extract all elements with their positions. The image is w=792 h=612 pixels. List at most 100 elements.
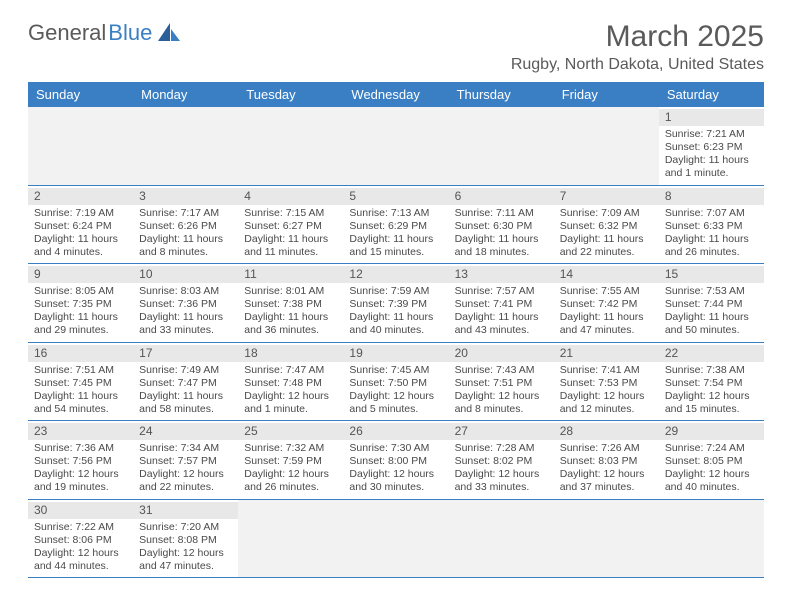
calendar-cell: [554, 107, 659, 185]
sunrise-line: Sunrise: 7:22 AM: [34, 521, 127, 534]
day-number: 26: [343, 423, 448, 440]
daylight-line: Daylight: 12 hours and 47 minutes.: [139, 547, 232, 573]
sunrise-line: Sunrise: 7:24 AM: [665, 442, 758, 455]
calendar-cell: 12Sunrise: 7:59 AMSunset: 7:39 PMDayligh…: [343, 264, 448, 342]
day-number: 27: [449, 423, 554, 440]
day-number: 25: [238, 423, 343, 440]
weekday-wednesday: Wednesday: [343, 82, 448, 107]
sunset-line: Sunset: 8:02 PM: [455, 455, 548, 468]
day-number: 29: [659, 423, 764, 440]
calendar-cell: 6Sunrise: 7:11 AMSunset: 6:30 PMDaylight…: [449, 186, 554, 264]
calendar-row: 23Sunrise: 7:36 AMSunset: 7:56 PMDayligh…: [28, 421, 764, 500]
calendar-cell: 23Sunrise: 7:36 AMSunset: 7:56 PMDayligh…: [28, 421, 133, 499]
daylight-line: Daylight: 12 hours and 8 minutes.: [455, 390, 548, 416]
sunrise-line: Sunrise: 7:19 AM: [34, 207, 127, 220]
daylight-line: Daylight: 11 hours and 22 minutes.: [560, 233, 653, 259]
day-number: 13: [449, 266, 554, 283]
calendar-cell: 14Sunrise: 7:55 AMSunset: 7:42 PMDayligh…: [554, 264, 659, 342]
sunrise-line: Sunrise: 7:26 AM: [560, 442, 653, 455]
weekday-saturday: Saturday: [659, 82, 764, 107]
sunrise-line: Sunrise: 7:45 AM: [349, 364, 442, 377]
daylight-line: Daylight: 12 hours and 40 minutes.: [665, 468, 758, 494]
sunset-line: Sunset: 7:44 PM: [665, 298, 758, 311]
weekday-sunday: Sunday: [28, 82, 133, 107]
day-number: 6: [449, 188, 554, 205]
calendar-row: 1Sunrise: 7:21 AMSunset: 6:23 PMDaylight…: [28, 107, 764, 186]
day-number: 28: [554, 423, 659, 440]
sunrise-line: Sunrise: 7:55 AM: [560, 285, 653, 298]
calendar-cell: [659, 500, 764, 578]
daylight-line: Daylight: 11 hours and 4 minutes.: [34, 233, 127, 259]
sunrise-line: Sunrise: 7:57 AM: [455, 285, 548, 298]
calendar-cell: 29 Sunrise: 7:24 AMSunset: 8:05 PMDayligh…: [659, 421, 764, 499]
sunrise-line: Sunrise: 7:21 AM: [665, 128, 758, 141]
sunrise-line: Sunrise: 7:17 AM: [139, 207, 232, 220]
day-number: 23: [28, 423, 133, 440]
sunset-line: Sunset: 6:26 PM: [139, 220, 232, 233]
sunrise-line: Sunrise: 7:41 AM: [560, 364, 653, 377]
sunrise-line: Sunrise: 7:28 AM: [455, 442, 548, 455]
calendar-cell: [554, 500, 659, 578]
logo-sail-icon: [158, 23, 184, 43]
day-number: 31: [133, 502, 238, 519]
sunrise-line: Sunrise: 7:30 AM: [349, 442, 442, 455]
calendar-row: 2Sunrise: 7:19 AMSunset: 6:24 PMDaylight…: [28, 186, 764, 265]
calendar-cell: 24Sunrise: 7:34 AMSunset: 7:57 PMDayligh…: [133, 421, 238, 499]
calendar-cell: 10Sunrise: 8:03 AMSunset: 7:36 PMDayligh…: [133, 264, 238, 342]
sunrise-line: Sunrise: 7:15 AM: [244, 207, 337, 220]
calendar-cell: 8Sunrise: 7:07 AMSunset: 6:33 PMDaylight…: [659, 186, 764, 264]
day-number: 20: [449, 345, 554, 362]
sunset-line: Sunset: 6:27 PM: [244, 220, 337, 233]
day-number: 4: [238, 188, 343, 205]
calendar-row: 30 Sunrise: 7:22 AMSunset: 8:06 PM Dayligh…: [28, 500, 764, 579]
calendar-cell: [449, 107, 554, 185]
header: GeneralBlue March 2025 Rugby, North Dako…: [28, 20, 764, 74]
calendar-body: 1Sunrise: 7:21 AMSunset: 6:23 PMDaylight…: [28, 107, 764, 578]
calendar-cell: 4 Sunrise: 7:15 AMSunset: 6:27 PMDaylight…: [238, 186, 343, 264]
daylight-line: Daylight: 11 hours and 33 minutes.: [139, 311, 232, 337]
sunset-line: Sunset: 7:57 PM: [139, 455, 232, 468]
calendar-cell: 20Sunrise: 7:43 AMSunset: 7:51 PMDayligh…: [449, 343, 554, 421]
day-number: 15: [659, 266, 764, 283]
day-number: 21: [554, 345, 659, 362]
sunset-line: Sunset: 8:06 PM: [34, 534, 127, 547]
sunrise-line: Sunrise: 8:05 AM: [34, 285, 127, 298]
sunset-line: Sunset: 7:59 PM: [244, 455, 337, 468]
calendar-cell: 2Sunrise: 7:19 AMSunset: 6:24 PMDaylight…: [28, 186, 133, 264]
weekday-friday: Friday: [554, 82, 659, 107]
sunrise-line: Sunrise: 7:13 AM: [349, 207, 442, 220]
calendar-cell: 28Sunrise: 7:26 AMSunset: 8:03 PMDayligh…: [554, 421, 659, 499]
sunset-line: Sunset: 7:39 PM: [349, 298, 442, 311]
location: Rugby, North Dakota, United States: [511, 56, 764, 74]
sunset-line: Sunset: 7:38 PM: [244, 298, 337, 311]
sunset-line: Sunset: 8:05 PM: [665, 455, 758, 468]
sunrise-line: Sunrise: 7:53 AM: [665, 285, 758, 298]
day-number: 7: [554, 188, 659, 205]
daylight-line: Daylight: 11 hours and 11 minutes.: [244, 233, 337, 259]
day-number: 8: [659, 188, 764, 205]
sunset-line: Sunset: 8:00 PM: [349, 455, 442, 468]
calendar-cell: [28, 107, 133, 185]
weekday-thursday: Thursday: [449, 82, 554, 107]
calendar-cell: 31Sunrise: 7:20 AMSunset: 8:08 PMDayligh…: [133, 500, 238, 578]
sunset-line: Sunset: 6:33 PM: [665, 220, 758, 233]
calendar-cell: 7Sunrise: 7:09 AMSunset: 6:32 PMDaylight…: [554, 186, 659, 264]
sunrise-line: Sunrise: 7:49 AM: [139, 364, 232, 377]
day-number: 3: [133, 188, 238, 205]
day-number: 16: [28, 345, 133, 362]
calendar-cell: [343, 500, 448, 578]
calendar-cell: [133, 107, 238, 185]
sunset-line: Sunset: 6:23 PM: [665, 141, 758, 154]
daylight-line: Daylight: 11 hours and 18 minutes.: [455, 233, 548, 259]
weekday-monday: Monday: [133, 82, 238, 107]
sunset-line: Sunset: 7:47 PM: [139, 377, 232, 390]
daylight-line: Daylight: 12 hours and 1 minute.: [244, 390, 337, 416]
sunset-line: Sunset: 7:56 PM: [34, 455, 127, 468]
day-number: 30: [28, 502, 133, 519]
month-title: March 2025: [511, 20, 764, 54]
weekday-tuesday: Tuesday: [238, 82, 343, 107]
daylight-line: Daylight: 11 hours and 15 minutes.: [349, 233, 442, 259]
sunset-line: Sunset: 6:24 PM: [34, 220, 127, 233]
day-number: 22: [659, 345, 764, 362]
sunrise-line: Sunrise: 7:38 AM: [665, 364, 758, 377]
